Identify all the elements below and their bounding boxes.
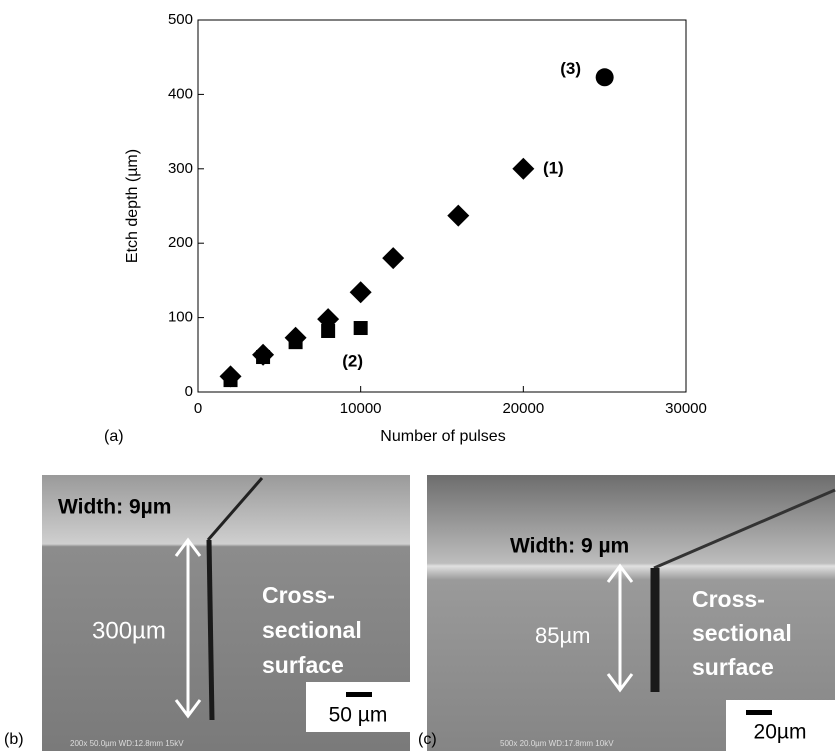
series-label: (2) (342, 352, 363, 371)
diamond-point (350, 281, 372, 303)
width-label: Width: 9 µm (510, 535, 629, 558)
square-point (289, 335, 303, 349)
diamond-point (382, 247, 404, 269)
x-tick-label: 30000 (665, 400, 707, 417)
sem-image-b: Width: 9µm 300µm Cross- sectional surfac… (4, 475, 410, 751)
figure: Number of pulses Etch depth (µm) (a) 0 10… (0, 0, 839, 751)
surface-label: surface (262, 652, 344, 678)
x-tick-label: 0 (194, 400, 202, 417)
scale-label: 20µm (754, 721, 807, 744)
diamond-point (447, 205, 469, 227)
surface-label: surface (692, 654, 774, 680)
scale-bar (746, 710, 772, 715)
panel-label: (b) (4, 731, 24, 748)
square-point (354, 321, 368, 335)
width-label: Width: 9µm (58, 496, 171, 519)
y-tick-label: 400 (168, 85, 193, 102)
series-label: (1) (543, 158, 564, 177)
trench (209, 540, 212, 720)
surface-label: Cross- (262, 582, 335, 608)
x-tick-label: 20000 (502, 400, 544, 417)
depth-label: 85µm (535, 623, 590, 648)
y-tick-label: 300 (168, 160, 193, 177)
square-point (321, 324, 335, 338)
page: Number of pulses Etch depth (µm) (a) 0 10… (0, 0, 839, 751)
y-axis-label: Etch depth (µm) (124, 149, 141, 263)
image-footer: 200x 50.0µm WD:12.8mm 15kV (70, 739, 184, 748)
square-point (256, 350, 270, 364)
x-axis-label: Number of pulses (380, 428, 505, 445)
series-label: (3) (560, 59, 581, 78)
diamond-point (512, 158, 534, 180)
surface-label: Cross- (692, 586, 765, 612)
panel-label: (c) (418, 731, 437, 748)
image-footer: 500x 20.0µm WD:17.8mm 10kV (500, 739, 614, 748)
surface-label: sectional (262, 617, 362, 643)
y-tick-label: 200 (168, 234, 193, 251)
y-tick-label: 500 (168, 11, 193, 28)
y-tick-label: 0 (185, 383, 193, 400)
circle-point (596, 68, 614, 86)
depth-label: 300µm (92, 617, 166, 644)
scatter-plot: Number of pulses Etch depth (µm) (a) 0 10… (104, 11, 707, 445)
surface-label: sectional (692, 620, 792, 646)
scale-label: 50 µm (329, 704, 388, 727)
sem-image-c: Width: 9 µm 85µm Cross- sectional surfac… (418, 475, 835, 751)
y-tick-label: 100 (168, 309, 193, 326)
x-tick-label: 10000 (340, 400, 382, 417)
square-point (224, 373, 238, 387)
scale-bar (346, 692, 372, 697)
panel-label: (a) (104, 428, 124, 445)
